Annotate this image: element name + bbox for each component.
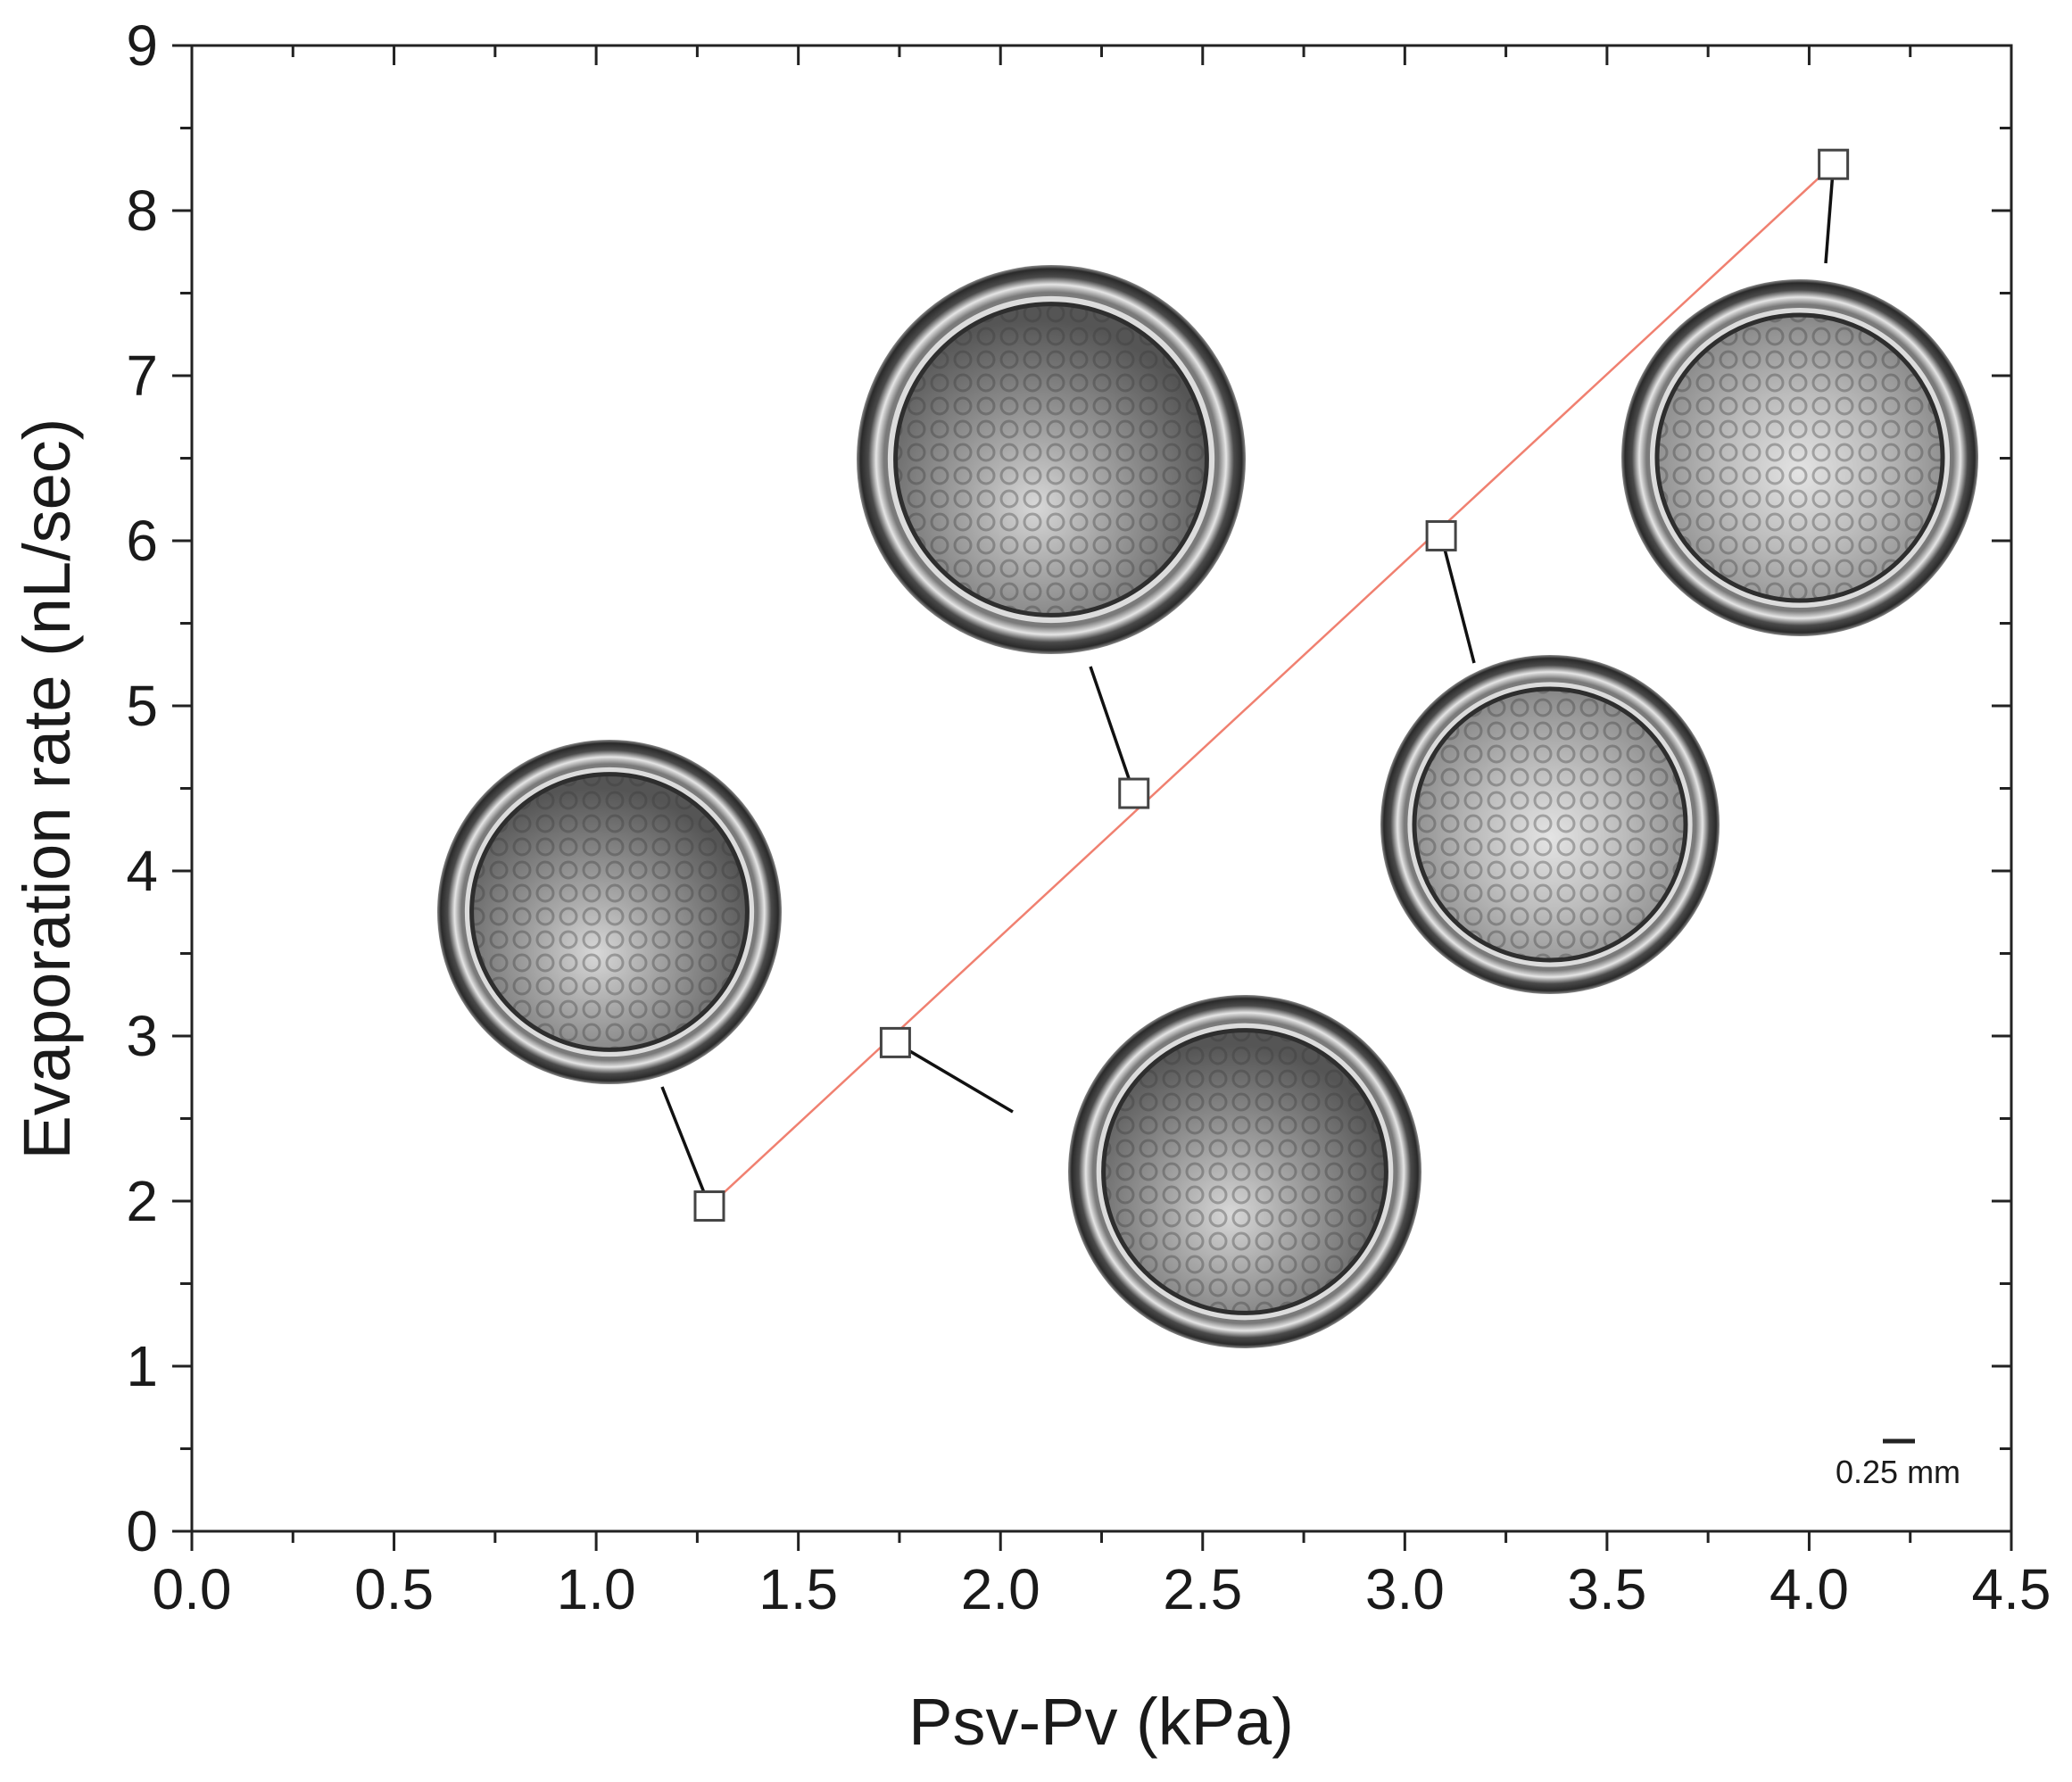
data-point-marker [879,1026,911,1058]
data-point-marker [1118,777,1150,809]
x-axis-ticks [190,46,2013,1551]
y-tick-label: 5 [126,674,158,738]
droplet-texture [1414,689,1686,960]
droplet-photo-inset [1621,279,1978,636]
y-axis-tick-labels: 0 1 2 3 4 5 6 7 8 9 [126,13,158,1563]
x-tick-label: 4.5 [1972,1557,2051,1621]
x-tick-label: 0.0 [153,1557,232,1621]
x-tick-label: 2.0 [961,1557,1040,1621]
y-tick-label: 6 [126,509,158,573]
x-tick-label: 4.0 [1769,1557,1849,1621]
data-point-marker [693,1190,725,1223]
x-tick-label: 1.0 [557,1557,636,1621]
inset-connector [894,1040,1014,1114]
x-tick-label: 3.5 [1567,1557,1646,1621]
droplet-photo-inset [857,265,1246,654]
x-axis-tick-labels: 0.0 0.5 1.0 1.5 2.0 2.5 3.0 3.5 4.0 4.5 [153,1557,2051,1621]
inset-connector [1824,164,1836,264]
droplet-inner-edge [1654,312,1945,603]
droplet-texture [1103,1030,1387,1314]
data-point-marker [1425,519,1457,551]
data-point-marker [1818,148,1850,180]
y-tick-label: 4 [126,839,158,903]
y-tick-label: 3 [126,1004,158,1068]
x-tick-label: 2.5 [1163,1557,1242,1621]
y-tick-label: 1 [126,1334,158,1398]
x-tick-label: 0.5 [354,1557,434,1621]
droplet-texture [895,303,1207,616]
droplet-inner-edge [1101,1028,1388,1315]
droplet-texture [1657,315,1943,601]
droplet-photo-inset [437,740,782,1084]
inset-connector [1439,535,1476,664]
droplet-texture [471,774,748,1050]
droplet-inner-edge [893,302,1209,617]
y-tick-label: 9 [126,13,158,78]
droplet-photo-inset [1380,655,1720,994]
y-axis-ticks [172,44,2011,1533]
y-tick-label: 7 [126,344,158,408]
x-tick-label: 3.0 [1365,1557,1445,1621]
inset-connector [660,1086,711,1207]
y-axis-title: Evaporation rate (nL/sec) [10,419,84,1160]
y-tick-label: 0 [126,1499,158,1563]
inset-connector [1089,666,1136,794]
droplet-inner-edge [469,772,750,1052]
x-tick-label: 1.5 [758,1557,838,1621]
inset-connectors [660,164,1836,1207]
plot-frame [190,44,2013,1533]
droplet-photo-inset [1068,995,1421,1348]
data-points [693,148,1850,1223]
y-tick-label: 2 [126,1169,158,1233]
droplet-inner-edge [1412,686,1688,963]
scale-bar-label: 0.25 mm [1836,1454,1960,1490]
droplet-insets [437,265,1978,1348]
x-axis-title: Psv-Pv (kPa) [908,1685,1294,1759]
y-tick-label: 8 [126,178,158,243]
